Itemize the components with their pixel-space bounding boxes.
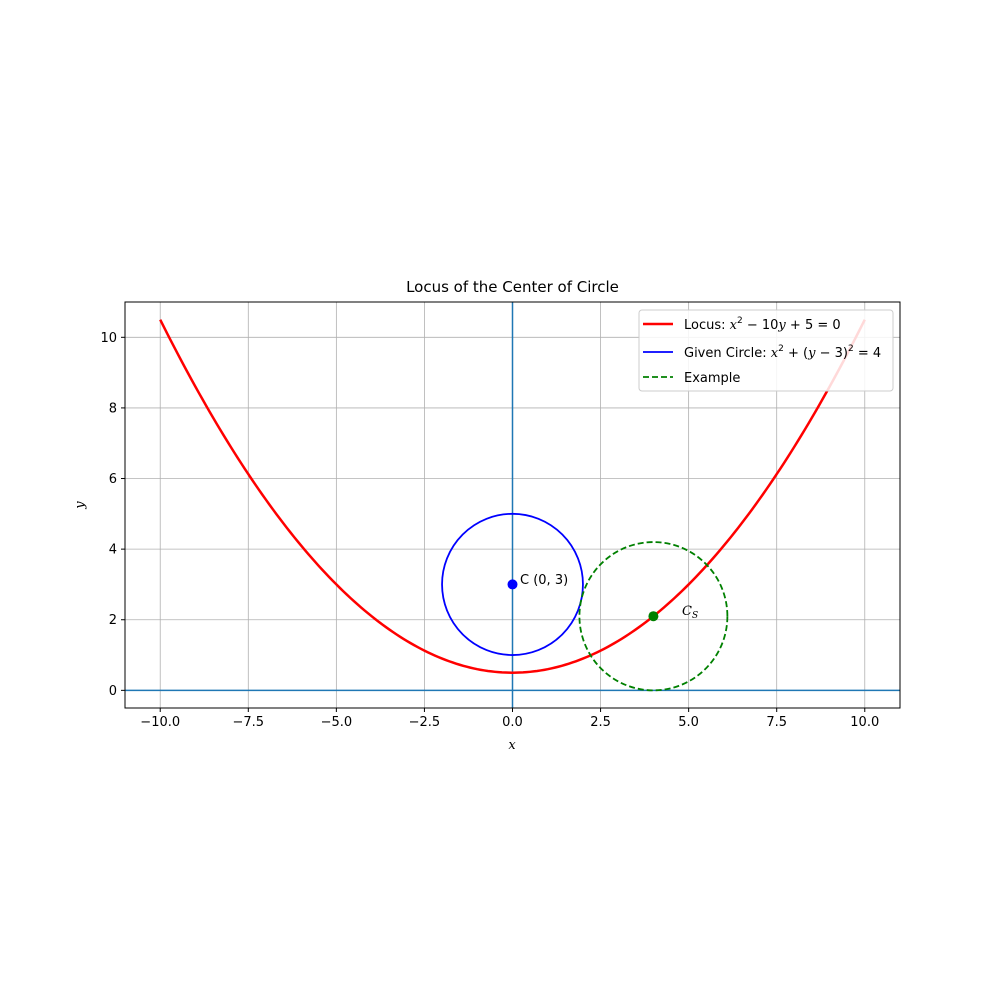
x-tick-label: 5.0 (678, 715, 699, 730)
locus-parabola-line (159, 319, 866, 674)
cs-label-subscript: S (692, 611, 698, 621)
legend-label-given-circle: Given Circle: x2 + (y − 3)2 = 4 (684, 344, 881, 361)
x-tick-label: −7.5 (233, 715, 265, 730)
legend: Locus: x2 − 10y + 5 = 0 Given Circle: x2… (638, 309, 894, 392)
legend-label-example: Example (684, 371, 740, 386)
cs-label-main: C (682, 604, 692, 619)
x-axis-ticks: −10.0 −7.5 −5.0 −2.5 0.0 2.5 5.0 7.5 10.0 (140, 708, 879, 730)
cs-point-label: CS (682, 604, 698, 621)
x-tick-label: −5.0 (321, 715, 353, 730)
center-point-label: C (0, 3) (520, 573, 568, 588)
y-axis-ticks: 0 2 4 6 8 10 (100, 331, 125, 699)
legend-label-locus: Locus: x2 − 10y + 5 = 0 (684, 316, 841, 333)
y-tick-label: 6 (109, 472, 117, 487)
y-tick-label: 2 (109, 613, 117, 628)
y-tick-label: 10 (100, 331, 117, 346)
reference-lines (125, 302, 900, 708)
x-tick-label: 2.5 (590, 715, 611, 730)
x-tick-label: −2.5 (409, 715, 441, 730)
legend-box (638, 309, 894, 392)
chart-title: Locus of the Center of Circle (406, 278, 619, 296)
y-tick-label: 4 (109, 543, 117, 558)
y-tick-label: 8 (109, 401, 117, 416)
example-circle (578, 541, 729, 692)
series-layer (159, 319, 866, 692)
y-axis-label: y (73, 501, 88, 510)
y-tick-label: 0 (109, 684, 117, 699)
x-tick-label: 7.5 (766, 715, 787, 730)
x-tick-label: 0.0 (502, 715, 523, 730)
x-tick-label: 10.0 (850, 715, 879, 730)
given-circle (441, 512, 584, 656)
x-axis-label: x (508, 738, 516, 753)
cs-point (648, 611, 659, 622)
center-point (507, 579, 518, 590)
points-layer (507, 579, 659, 622)
x-tick-label: −10.0 (140, 715, 180, 730)
